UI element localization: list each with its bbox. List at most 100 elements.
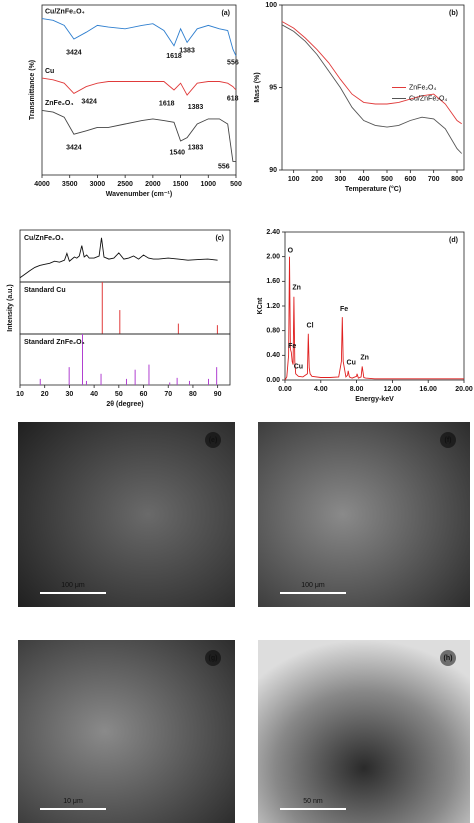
annotation: 1383: [188, 104, 204, 111]
y-tick-label: 0.00: [266, 377, 280, 384]
annotation: 1618: [166, 53, 182, 60]
label-badge: [440, 432, 456, 448]
x-tick-label: 12.00: [384, 386, 402, 393]
x-axis-label: Temperature (°C): [345, 185, 401, 193]
panel-label: (b): [449, 10, 458, 17]
plot-frame: [284, 231, 465, 381]
plot-frame: [19, 333, 231, 386]
x-tick-label: 90: [214, 391, 222, 398]
x-tick-label: 50: [115, 391, 123, 398]
scale-text: 100 μm: [61, 582, 85, 589]
series-label: Cu/ZnFe₂O₄: [24, 235, 64, 242]
x-tick-label: 60: [140, 391, 148, 398]
x-tick-label: 30: [66, 391, 74, 398]
annotation: 1618: [159, 100, 175, 107]
x-tick-label: 4.00: [314, 386, 328, 393]
label-badge: [205, 432, 221, 448]
annotation: Fe: [288, 343, 296, 350]
y-tick-label: 90: [269, 167, 277, 174]
annotation: Zn: [360, 355, 369, 362]
annotation: 1540: [169, 150, 185, 157]
x-tick-label: 300: [334, 176, 346, 183]
annotation: Zn: [292, 284, 301, 291]
y-tick-label: 1.60: [266, 278, 280, 285]
series-label: ZnFe₂O₄: [45, 100, 74, 107]
series-line: [281, 24, 463, 154]
micrograph: [258, 640, 470, 823]
y-tick-label: 1.20: [266, 303, 280, 310]
x-tick-label: 80: [189, 391, 197, 398]
x-tick-label: 16.00: [419, 386, 437, 393]
annotation: 556: [227, 60, 239, 67]
x-tick-label: 500: [381, 176, 393, 183]
y-tick-label: 100: [265, 2, 277, 9]
scale-text: 50 nm: [303, 798, 323, 805]
annotation: Cu: [347, 360, 356, 367]
y-tick-label: 2.00: [266, 254, 280, 261]
plot-frame: [281, 4, 465, 171]
micrograph: [18, 422, 235, 607]
annotation: Cl: [307, 323, 314, 330]
annotation: O: [288, 247, 294, 254]
x-tick-label: 3500: [62, 181, 78, 188]
x-tick-label: 10: [16, 391, 24, 398]
micrograph-label: (e): [209, 437, 218, 444]
series-label: Standard ZnFe₂O₄: [24, 339, 85, 346]
x-tick-label: 2500: [117, 181, 133, 188]
y-axis-label: KCnt: [257, 297, 264, 314]
annotation: Cu: [294, 363, 303, 370]
micrograph-label: (f): [445, 437, 452, 444]
y-axis-label: Mass (%): [254, 72, 261, 102]
x-axis-label: 2θ (degree): [106, 401, 143, 408]
legend-label: Cu/ZnFe₂O₄: [409, 95, 447, 102]
series-line: [19, 237, 218, 279]
annotation: 3424: [66, 49, 82, 56]
x-tick-label: 600: [404, 176, 416, 183]
series-label: Cu/ZnFe₂O₄: [45, 8, 85, 15]
x-tick-label: 1500: [173, 181, 189, 188]
annotation: 1383: [179, 48, 195, 55]
micrograph: [258, 422, 470, 607]
annotation: 1383: [188, 145, 204, 152]
y-axis-label: Transmittance (%): [29, 60, 36, 120]
scale-text: 10 μm: [63, 798, 83, 805]
scale-text: 100 μm: [301, 582, 325, 589]
legend-label: ZnFe₂O₄: [409, 84, 437, 91]
annotation: Fe: [340, 306, 348, 313]
x-tick-label: 40: [90, 391, 98, 398]
x-tick-label: 1000: [200, 181, 216, 188]
series-line: [284, 256, 464, 381]
label-badge: [205, 650, 221, 666]
y-tick-label: 0.80: [266, 328, 280, 335]
series-line: [41, 77, 237, 96]
series-line: [41, 109, 236, 162]
annotation: 618: [227, 95, 239, 102]
label-badge: [440, 650, 456, 666]
x-tick-label: 500: [230, 181, 242, 188]
micrograph-label: (g): [209, 655, 218, 662]
x-tick-label: 20: [41, 391, 49, 398]
x-axis-label: Energy-keV: [355, 396, 394, 403]
x-tick-label: 20.00: [455, 386, 473, 393]
x-tick-label: 0.00: [278, 386, 292, 393]
series-label: Standard Cu: [24, 287, 66, 294]
x-tick-label: 4000: [34, 181, 50, 188]
micrograph-label: (h): [444, 655, 453, 662]
panel-label: (a): [221, 10, 230, 17]
panel-label: (d): [449, 237, 458, 244]
annotation: 3424: [81, 99, 97, 106]
x-tick-label: 100: [288, 176, 300, 183]
x-tick-label: 3000: [90, 181, 106, 188]
panel-label: (c): [215, 235, 224, 242]
micrograph: [18, 640, 235, 823]
annotation: 556: [218, 163, 230, 170]
x-tick-label: 700: [428, 176, 440, 183]
annotation: 3424: [66, 145, 82, 152]
x-tick-label: 2000: [145, 181, 161, 188]
x-tick-label: 400: [358, 176, 370, 183]
series-line: [41, 18, 237, 57]
y-tick-label: 0.40: [266, 352, 280, 359]
y-tick-label: 95: [269, 84, 277, 91]
series-label: Cu: [45, 68, 54, 75]
